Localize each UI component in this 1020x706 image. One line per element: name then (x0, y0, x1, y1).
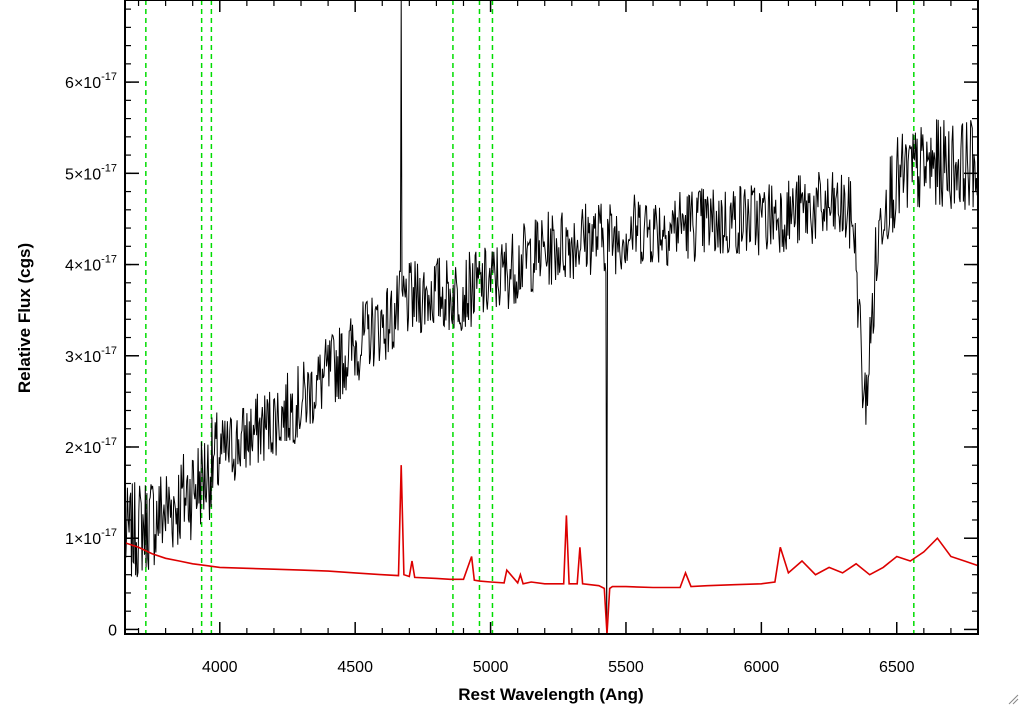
y-tick-label: 0 (108, 622, 117, 639)
y-tick-labels: 0 1×10-17 2×10-17 3×10-17 4×10-17 5×10-17 6×10… (65, 71, 117, 639)
series-line-observed (124, 0, 979, 635)
y-tick-label: 3×10-17 (65, 345, 117, 366)
y-tick-label: 5×10-17 (65, 162, 117, 183)
plot-frame (124, 0, 979, 635)
y-axis-label: Relative Flux (cgs) (15, 243, 34, 393)
x-tick-label: 6500 (879, 659, 915, 676)
x-tick-label: 5500 (608, 659, 644, 676)
x-tick-label: 6000 (744, 659, 780, 676)
x-tick-label: 4500 (337, 659, 373, 676)
y-tick-label: 2×10-17 (65, 436, 117, 457)
resize-grip-icon[interactable] (1008, 694, 1019, 705)
x-axis-label: Rest Wavelength (Ang) (458, 685, 643, 704)
series-group (124, 0, 979, 635)
y-tick-label: 1×10-17 (65, 527, 117, 548)
series-line-model (124, 465, 979, 635)
y-tick-label: 4×10-17 (65, 254, 117, 275)
x-tick-labels: 4000 4500 5000 5500 6000 6500 (202, 659, 915, 676)
axis-ticks (125, 0, 979, 634)
x-tick-label: 4000 (202, 659, 238, 676)
y-tick-label: 6×10-17 (65, 71, 117, 92)
x-tick-label: 5000 (473, 659, 509, 676)
